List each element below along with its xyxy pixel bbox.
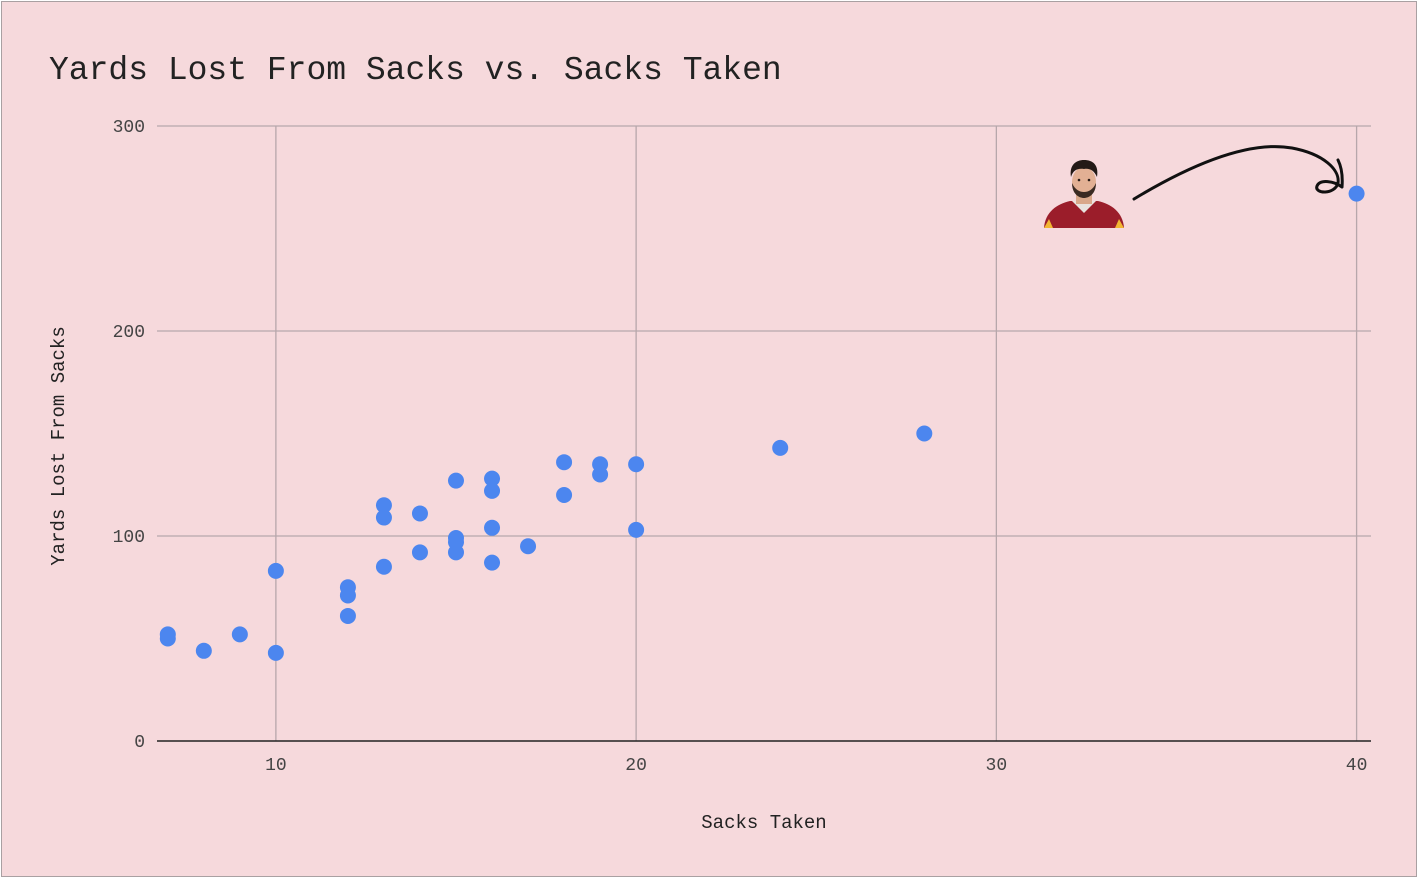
y-tick-label: 0 <box>134 733 145 753</box>
data-point <box>375 509 392 526</box>
data-point <box>520 538 537 555</box>
data-point <box>375 497 392 514</box>
data-point <box>447 544 464 561</box>
x-tick-label: 30 <box>986 756 1008 776</box>
data-point <box>375 558 392 575</box>
data-point <box>628 521 645 538</box>
y-tick-label: 300 <box>113 118 145 138</box>
data-point <box>159 630 176 647</box>
data-point <box>231 626 248 643</box>
player-photo <box>1044 160 1124 228</box>
data-point <box>628 456 645 473</box>
x-axis-label: Sacks Taken <box>701 812 826 834</box>
data-point <box>484 482 501 499</box>
data-point <box>916 425 933 442</box>
data-point <box>339 607 356 624</box>
data-points <box>159 185 1365 661</box>
x-tick-label: 10 <box>265 756 287 776</box>
y-tick-label: 100 <box>113 528 145 548</box>
y-axis-label: Yards Lost From Sacks <box>48 326 70 565</box>
data-point <box>484 470 501 487</box>
data-point <box>411 505 428 522</box>
x-axis-ticks: 10 20 30 40 <box>265 756 1367 776</box>
player-annotation <box>1044 145 1344 228</box>
data-point <box>556 454 573 471</box>
y-axis-ticks: 0 100 200 300 <box>113 118 145 753</box>
data-point <box>339 587 356 604</box>
x-tick-label: 40 <box>1346 756 1368 776</box>
data-point <box>411 544 428 561</box>
y-tick-label: 200 <box>113 323 145 343</box>
grid <box>157 125 1371 741</box>
annotation-arrow <box>1132 145 1344 201</box>
data-point <box>592 466 609 483</box>
data-point <box>772 439 789 456</box>
data-point <box>1348 185 1365 202</box>
data-point <box>447 472 464 489</box>
data-point <box>556 487 573 503</box>
x-tick-label: 20 <box>625 756 647 776</box>
chart-title: Yards Lost From Sacks vs. Sacks Taken <box>49 52 782 89</box>
data-point <box>484 519 501 536</box>
data-point <box>484 554 501 571</box>
data-point <box>195 642 212 659</box>
data-point <box>267 562 284 579</box>
data-point <box>267 644 284 661</box>
